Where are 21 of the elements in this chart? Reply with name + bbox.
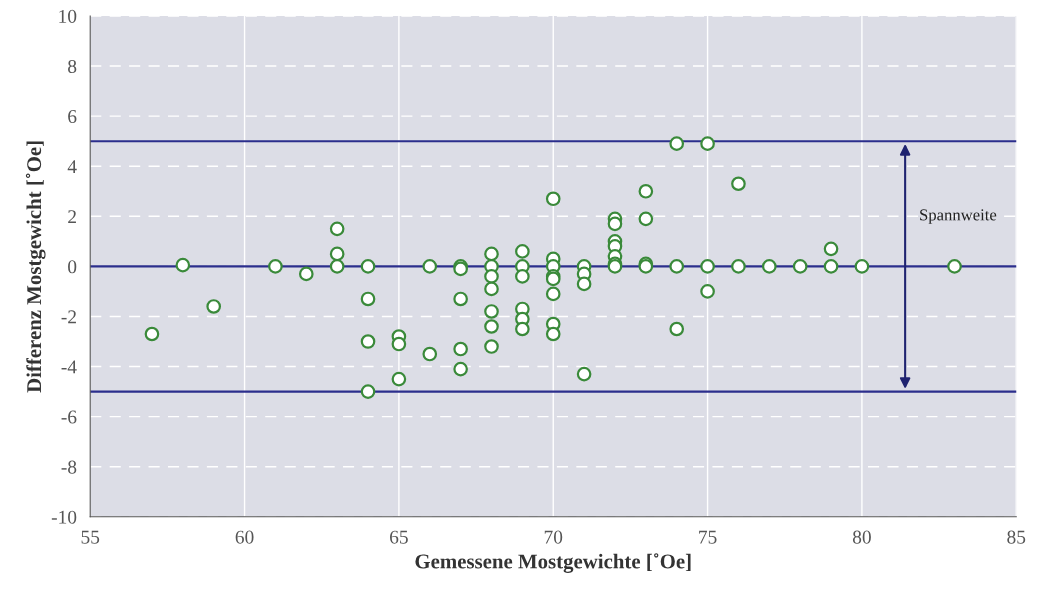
y-tick-label: 0 [68, 260, 77, 274]
x-tick-label: 70 [544, 530, 563, 544]
y-tick-label: 4 [67, 160, 77, 173]
x-tick-label: 55 [81, 530, 100, 544]
y-tick-label: -4 [61, 360, 77, 374]
x-tick-label: 60 [235, 530, 254, 544]
x-axis-title: Gemessene Mostgewichte [˚Oe] [415, 553, 691, 573]
y-tick-label: -2 [61, 310, 76, 324]
x-tick-label: 65 [390, 530, 408, 544]
x-tick-label: 80 [852, 530, 871, 544]
x-tick-label: 85 [1007, 530, 1026, 544]
y-tick-label: 8 [68, 59, 77, 73]
y-axis-title: Differenz Mostgewicht [˚Oe] [25, 141, 46, 393]
y-tick-label: -10 [51, 510, 77, 524]
y-tick-label: -6 [61, 410, 77, 424]
y-tick-label: -8 [61, 460, 77, 474]
annotation: Spannweite [920, 209, 997, 224]
x-tick-label: 75 [699, 530, 717, 544]
y-tick-label: 10 [59, 9, 77, 23]
y-tick-label: 2 [68, 210, 76, 224]
y-tick-label: 6 [68, 110, 77, 124]
